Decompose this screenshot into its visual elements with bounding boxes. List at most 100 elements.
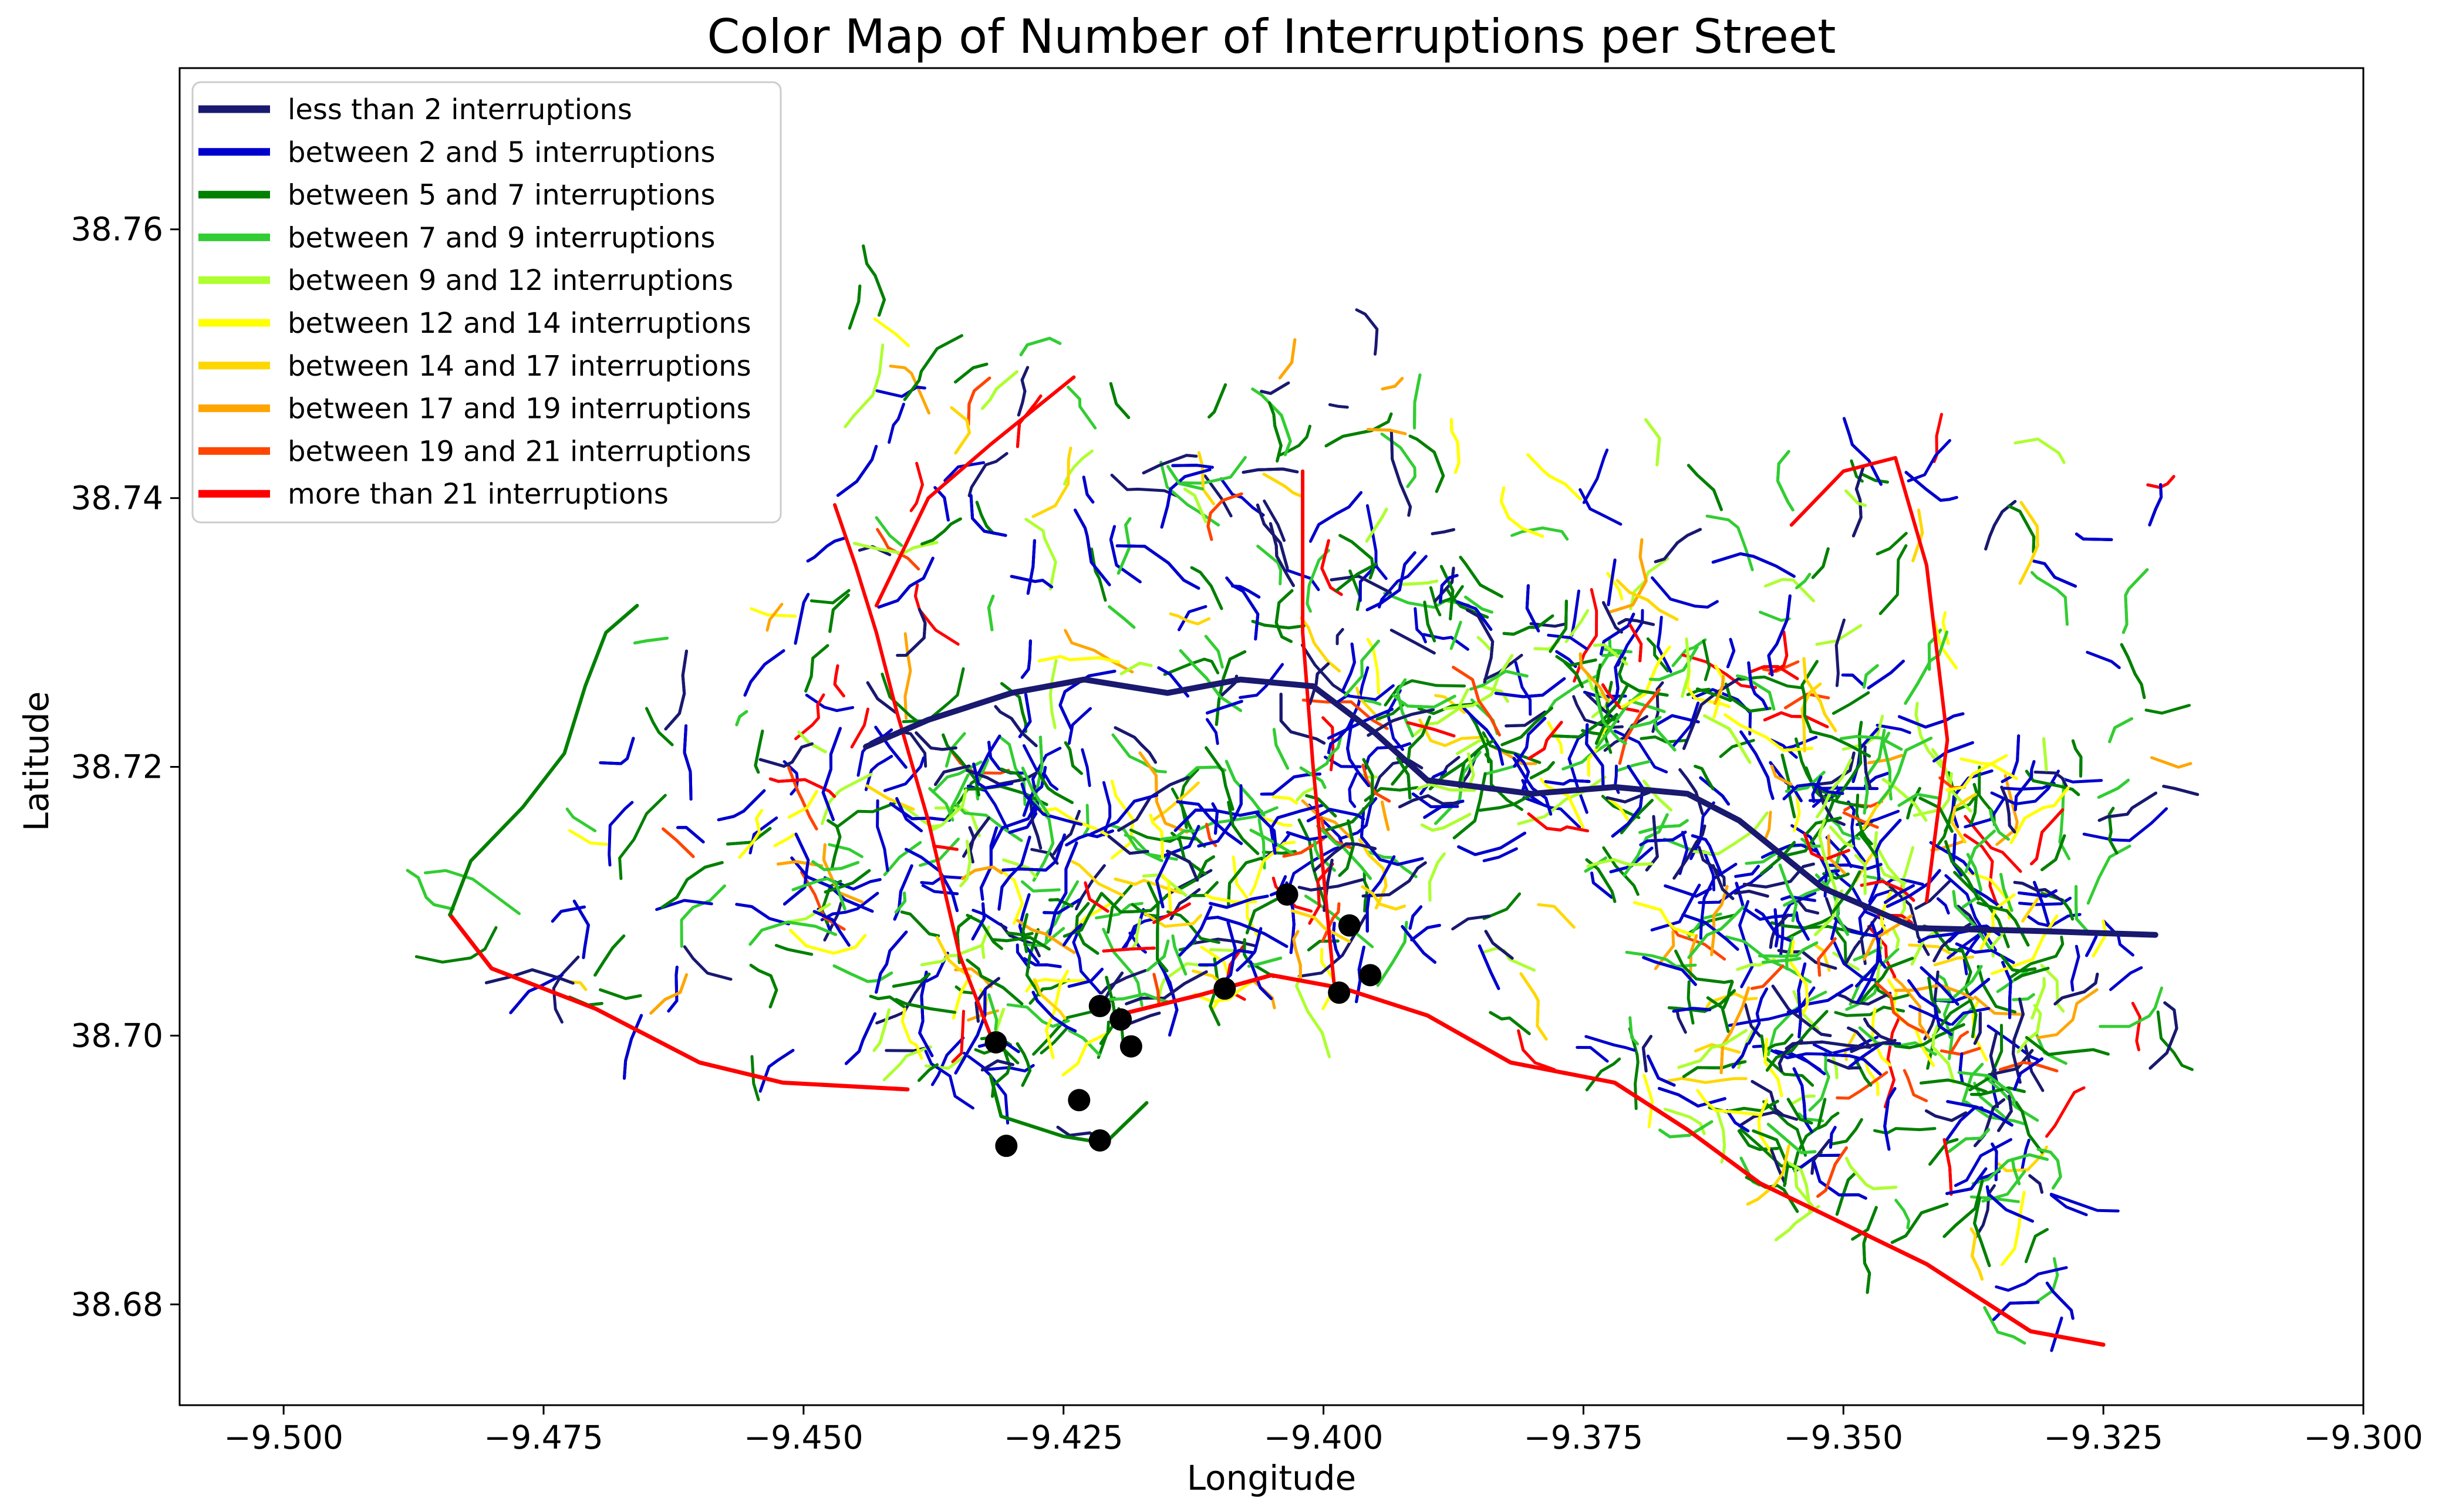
street-segment (2001, 961, 2012, 1020)
street-segment (1738, 900, 1754, 988)
street-segment (1859, 833, 1878, 859)
street-segment (1877, 737, 1933, 805)
street-segment (551, 905, 586, 923)
street-segment (1973, 1011, 1982, 1045)
street-segment (1269, 522, 1295, 588)
street-segment (1499, 486, 1544, 538)
street-segment (2023, 1043, 2045, 1092)
street-segment (1434, 750, 1482, 825)
street-segment (765, 603, 784, 632)
street-segment (954, 988, 987, 1075)
street-segment (1862, 1232, 1871, 1294)
street-segment (758, 742, 814, 768)
street-segment (1808, 1051, 1830, 1112)
street-segment (932, 845, 959, 851)
street-segment (836, 445, 878, 497)
street-segment (572, 899, 590, 959)
marker-point (1213, 977, 1236, 1000)
plot-area (178, 67, 2365, 1406)
street-segment (1908, 943, 1955, 957)
street-segment (1002, 858, 1037, 879)
street-segment (1348, 772, 1358, 808)
street-segment (1803, 832, 1850, 861)
street-segment (1307, 939, 1340, 951)
street-segment (1764, 811, 1772, 840)
street-segment (1263, 500, 1286, 542)
street-segment (1925, 1109, 1968, 1122)
street-segment (1401, 925, 1436, 964)
street-segment (509, 973, 564, 1014)
central-red-road (1301, 469, 1336, 984)
street-segment (1957, 1071, 2016, 1103)
street-segment (1702, 639, 1711, 681)
street-segment (1330, 575, 1392, 595)
street-segment (743, 649, 785, 697)
street-segment (1760, 1034, 1814, 1087)
street-segment (1107, 884, 1133, 934)
street-segment (1209, 895, 1269, 909)
street-segment (1290, 909, 1351, 943)
street-segment (1413, 373, 1422, 430)
street-segment (1671, 638, 1707, 667)
street-segment (1439, 585, 1464, 604)
street-segment (1747, 661, 1769, 710)
street-segment (1840, 735, 1903, 751)
street-segment (1344, 639, 1380, 697)
street-segment (1033, 978, 1067, 1020)
street-segment (2040, 964, 2065, 1013)
street-segment (1243, 938, 1275, 978)
street-segment (683, 945, 733, 981)
street-segment (1391, 715, 1431, 786)
street-segment (869, 994, 906, 1008)
street-segment (667, 966, 679, 1013)
street-segment (1578, 652, 1609, 703)
street-segment (2102, 919, 2134, 957)
street-segment (787, 766, 818, 831)
street-segment (1335, 627, 1344, 646)
street-segment (900, 910, 940, 937)
street-segment (1738, 1111, 1798, 1128)
street-segment (920, 875, 969, 885)
street-segment (1209, 957, 1220, 1027)
street-segment (1832, 691, 1870, 715)
street-segment (1809, 730, 1871, 758)
street-segment (1249, 960, 1273, 1000)
street-segment (1423, 600, 1436, 643)
street-segment (1722, 980, 1734, 1010)
street-segment (1396, 757, 1412, 800)
street-segment (1762, 1100, 1807, 1157)
street-segment (1992, 1301, 2040, 1321)
street-segment (974, 977, 1000, 1023)
street-segment (1334, 563, 1377, 593)
street-segment (1364, 698, 1382, 706)
street-segment (1040, 1026, 1070, 1055)
street-segment (1365, 504, 1388, 580)
street-segment (1639, 831, 1687, 846)
street-segment (1790, 1052, 1822, 1072)
street-segment (1114, 726, 1157, 764)
street-segment (1466, 608, 1495, 684)
street-segment (1646, 1054, 1676, 1087)
street-segment (1429, 586, 1442, 617)
street-segment (1175, 455, 1247, 485)
street-segment (1111, 733, 1167, 774)
street-segment (748, 920, 837, 946)
street-segment (1146, 939, 1170, 972)
street-segment (1048, 841, 1078, 936)
street-segment (2162, 785, 2200, 797)
street-segment (1995, 774, 2019, 846)
street-segment (1628, 699, 1666, 713)
street-segment (1410, 924, 1441, 941)
street-segment (1698, 846, 1726, 887)
x-tick-label: −9.300 (2303, 1419, 2423, 1456)
street-segment (844, 343, 885, 428)
street-segment (1601, 650, 1627, 657)
street-segment (990, 804, 1037, 851)
street-segment (2108, 717, 2133, 744)
east-red-road (1789, 455, 1949, 903)
street-segment (1469, 670, 1529, 691)
street-segment (1682, 676, 1742, 750)
street-segment (866, 681, 897, 714)
street-segment (1048, 898, 1074, 908)
street-segment (1141, 910, 1202, 928)
